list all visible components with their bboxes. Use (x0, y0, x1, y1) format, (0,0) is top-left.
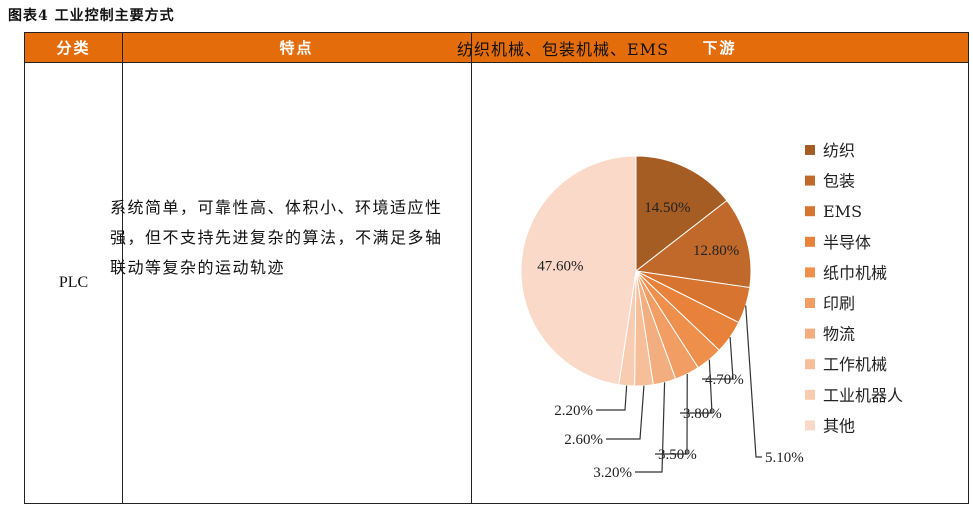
pie-label-1: 14.50% (644, 200, 690, 216)
header-features: 特点 (122, 33, 471, 62)
legend-swatch-6 (805, 298, 815, 308)
pie-label-9: 2.20% (554, 403, 593, 419)
legend-label-2: 包装 (823, 172, 855, 191)
column-divider-1 (122, 33, 123, 503)
pie-label-7: 3.20% (593, 465, 632, 481)
legend-swatch-7 (805, 328, 815, 339)
industrial-control-table: 分类 特点 下游 PLC (24, 32, 969, 504)
legend-label-6: 印刷 (823, 294, 855, 313)
legend-label-8: 工作机械 (823, 355, 887, 374)
leader-line-4 (702, 337, 734, 380)
pie-slice-2 (634, 199, 752, 289)
legend-label-3: EMS (823, 202, 862, 221)
header-downstream: 下游 (471, 33, 968, 62)
leader-line-9 (596, 385, 628, 411)
legend-label-1: 纺织 (823, 141, 855, 160)
legend-label-5: 纸巾机械 (823, 263, 887, 282)
legend-swatch-3 (805, 206, 815, 217)
pie-label-10: 47.60% (537, 258, 583, 274)
column-divider-2 (471, 33, 472, 503)
leader-line-8 (606, 385, 645, 440)
pie-label-5: 3.80% (683, 406, 722, 422)
legend-swatch-1 (805, 145, 815, 155)
header-divider (25, 62, 968, 63)
pie-label-8: 2.60% (564, 432, 603, 448)
pie-label-4: 4.70% (705, 372, 744, 388)
pie-slice-1 (635, 155, 728, 273)
legend-label-4: 半导体 (823, 233, 871, 252)
legend-swatch-10 (805, 420, 815, 431)
legend-swatch-9 (805, 389, 815, 400)
legend-swatch-2 (805, 175, 815, 186)
legend-label-9: 工业机器人 (823, 386, 903, 405)
leader-line-7 (635, 382, 666, 473)
leader-line-3 (745, 305, 762, 458)
legend-swatch-4 (805, 236, 815, 247)
features-cell: 系统简单，可靠性高、体积小、环境适应性强，但不支持先进复杂的算法，不满足多轴联动… (110, 198, 443, 277)
pie-label-3: 5.10% (765, 450, 804, 466)
pie-slice-10 (520, 155, 637, 386)
legend-label-7: 物流 (823, 325, 855, 344)
legend-swatch-5 (805, 267, 815, 278)
legend-label-10: 其他 (823, 416, 855, 435)
header-category: 分类 (25, 33, 122, 62)
leader-line-5 (680, 359, 713, 414)
pie-label-6: 3.50% (658, 447, 697, 463)
legend-swatch-8 (805, 359, 815, 370)
downstream-text: 纺织机械、包装机械、EMS (457, 40, 670, 59)
pie-label-2: 12.80% (693, 243, 739, 259)
leader-line-6 (655, 373, 688, 455)
figure-title: 图表4 工业控制主要方式 (8, 8, 175, 24)
category-cell: PLC (58, 274, 89, 291)
